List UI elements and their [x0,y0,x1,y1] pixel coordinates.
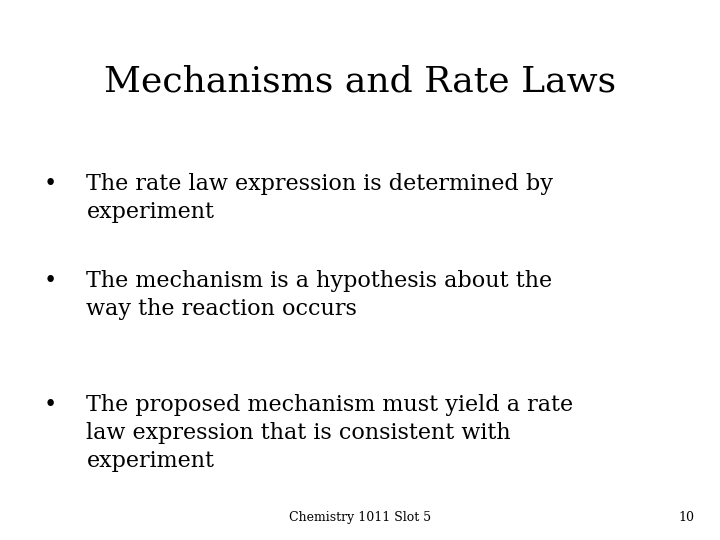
Text: •: • [44,270,57,292]
Text: •: • [44,173,57,195]
Text: The mechanism is a hypothesis about the
way the reaction occurs: The mechanism is a hypothesis about the … [86,270,552,320]
Text: Chemistry 1011 Slot 5: Chemistry 1011 Slot 5 [289,511,431,524]
Text: •: • [44,394,57,416]
Text: Mechanisms and Rate Laws: Mechanisms and Rate Laws [104,65,616,99]
Text: The rate law expression is determined by
experiment: The rate law expression is determined by… [86,173,554,222]
Text: The proposed mechanism must yield a rate
law expression that is consistent with
: The proposed mechanism must yield a rate… [86,394,574,472]
Text: 10: 10 [679,511,695,524]
